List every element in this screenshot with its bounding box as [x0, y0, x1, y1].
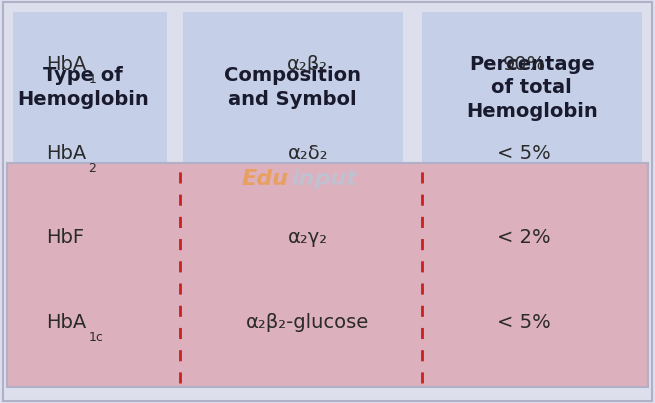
- Text: α₂β₂-glucose: α₂β₂-glucose: [246, 313, 369, 332]
- Text: α₂δ₂: α₂δ₂: [288, 143, 328, 163]
- Text: HbF: HbF: [46, 228, 84, 247]
- FancyBboxPatch shape: [422, 12, 642, 163]
- Text: 2: 2: [88, 162, 96, 175]
- Text: Percentage
of total
Hemoglobin: Percentage of total Hemoglobin: [466, 55, 598, 120]
- Text: α₂γ₂: α₂γ₂: [288, 228, 328, 247]
- Text: 90%: 90%: [502, 55, 546, 74]
- Text: Composition
and Symbol: Composition and Symbol: [224, 66, 362, 109]
- Text: HbA: HbA: [46, 143, 86, 163]
- Text: input: input: [291, 169, 358, 189]
- Text: α₂β₂: α₂β₂: [288, 55, 328, 74]
- Text: < 5%: < 5%: [497, 313, 551, 332]
- FancyBboxPatch shape: [183, 12, 403, 163]
- Text: HbA: HbA: [46, 55, 86, 74]
- FancyBboxPatch shape: [13, 12, 167, 163]
- Text: Type of
Hemoglobin: Type of Hemoglobin: [17, 66, 149, 109]
- Text: 1c: 1c: [88, 331, 103, 344]
- Text: HbA: HbA: [46, 313, 86, 332]
- FancyBboxPatch shape: [7, 163, 648, 387]
- Text: < 5%: < 5%: [497, 143, 551, 163]
- Text: Edu: Edu: [241, 169, 288, 189]
- Text: < 2%: < 2%: [497, 228, 551, 247]
- Text: 1: 1: [88, 73, 96, 86]
